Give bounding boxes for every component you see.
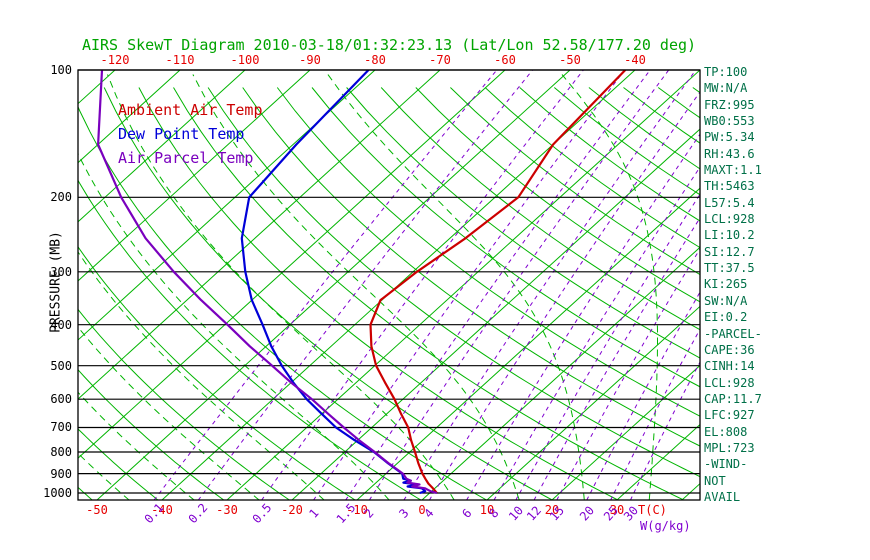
pressure-tick-label: 700 (50, 420, 72, 435)
legend-air-parcel-temp: Air Parcel Temp (118, 149, 254, 167)
dew-point-temp-curve (240, 70, 427, 495)
top-temp-tick-label: -90 (299, 53, 321, 67)
bottom-temp-tick-label: -30 (216, 503, 238, 517)
dry-adiabat-lines (78, 87, 700, 500)
stat-line: LFC:927 (704, 408, 755, 423)
pressure-tick-label: 800 (50, 445, 72, 459)
stat-line: SW:N/A (704, 293, 748, 308)
stat-line: TP:100 (704, 65, 748, 79)
sounding-curves (96, 70, 627, 495)
mixing-ratio-unit-label: W(g/kg) (640, 519, 691, 533)
plot-border (77, 69, 701, 501)
stat-line: LCL:928 (704, 375, 755, 390)
stat-line: -PARCEL- (704, 326, 762, 341)
stat-line: LI:10.2 (704, 228, 755, 243)
stat-line: MW:N/A (704, 81, 748, 96)
stat-line: WB0:553 (704, 114, 755, 129)
top-temp-tick-label: -100 (230, 53, 260, 67)
chart-title: AIRS SkewT Diagram 2010-03-18/01:32:23.1… (81, 36, 697, 54)
stat-line: SI:12.7 (704, 244, 755, 259)
stat-line: CAP:11.7 (704, 391, 762, 406)
bottom-temp-tick-label: 0 (418, 503, 426, 517)
temp-axis-unit-label: T(C) (638, 503, 667, 517)
stat-line: AVAIL (704, 489, 741, 504)
pressure-tick-label: 1000 (43, 486, 72, 500)
bottom-temp-tick-label: -20 (281, 503, 303, 517)
stat-line: -WIND- (704, 457, 748, 472)
stat-line: PW:5.34 (704, 130, 755, 145)
stat-line: MAXT:1.1 (704, 163, 762, 178)
stat-line: KI:265 (704, 277, 748, 292)
pressure-tick-label: 900 (50, 466, 72, 481)
stat-line: CAPE:36 (704, 342, 755, 357)
top-temp-tick-label: -70 (429, 53, 451, 67)
top-temp-tick-label: -110 (165, 53, 195, 67)
stat-line: EI:0.2 (704, 310, 748, 325)
legend-dew-point-temp: Dew Point Temp (118, 125, 245, 143)
pressure-tick-label: 600 (50, 392, 72, 407)
stat-line: LCL:928 (704, 212, 755, 227)
top-temp-tick-label: -120 (100, 53, 130, 67)
bottom-temp-tick-label: 10 (479, 503, 495, 517)
stat-line: FRZ:995 (704, 97, 755, 112)
legend-ambient-air-temp: Ambient Air Temp (118, 101, 263, 119)
pressure-tick-label: 300 (50, 264, 72, 279)
stat-line: TH:5463 (704, 179, 755, 194)
ambient-air-temp-curve (369, 70, 627, 494)
stat-line: EL:808 (704, 424, 748, 439)
bottom-temp-tick-label: -40 (151, 503, 173, 517)
pressure-tick-label: 500 (50, 358, 72, 373)
top-temp-tick-label: -50 (559, 53, 581, 67)
bottom-temp-tick-label: 20 (544, 503, 560, 517)
pressure-tick-label: 200 (50, 190, 72, 205)
stat-line: NOT (704, 473, 726, 488)
top-temp-tick-label: -40 (624, 53, 646, 67)
pressure-tick-label: 100 (50, 63, 72, 77)
stat-line: TT:37.5 (704, 261, 755, 276)
moist-adiabat-lines (78, 74, 658, 500)
stat-line: RH:43.6 (704, 146, 755, 161)
pressure-tick-label: 400 (50, 317, 72, 332)
stats-panel: TP:100 MW:N/A FRZ:995 WB0:553 PW:5.34 RH:43.6… (704, 64, 762, 505)
bottom-temp-tick-label: -10 (346, 503, 368, 517)
top-temp-tick-label: -60 (494, 53, 516, 67)
air-parcel-temp-curve (96, 70, 438, 495)
bottom-temp-tick-label: -50 (86, 503, 108, 517)
bottom-temp-tick-label: 30 (609, 503, 625, 517)
stat-line: CINH:14 (704, 359, 755, 374)
stat-line: MPL:723 (704, 440, 755, 455)
mixing-ratio-lines (153, 70, 700, 500)
stat-line: L57:5.4 (704, 195, 755, 210)
top-temp-tick-label: -80 (364, 53, 386, 67)
